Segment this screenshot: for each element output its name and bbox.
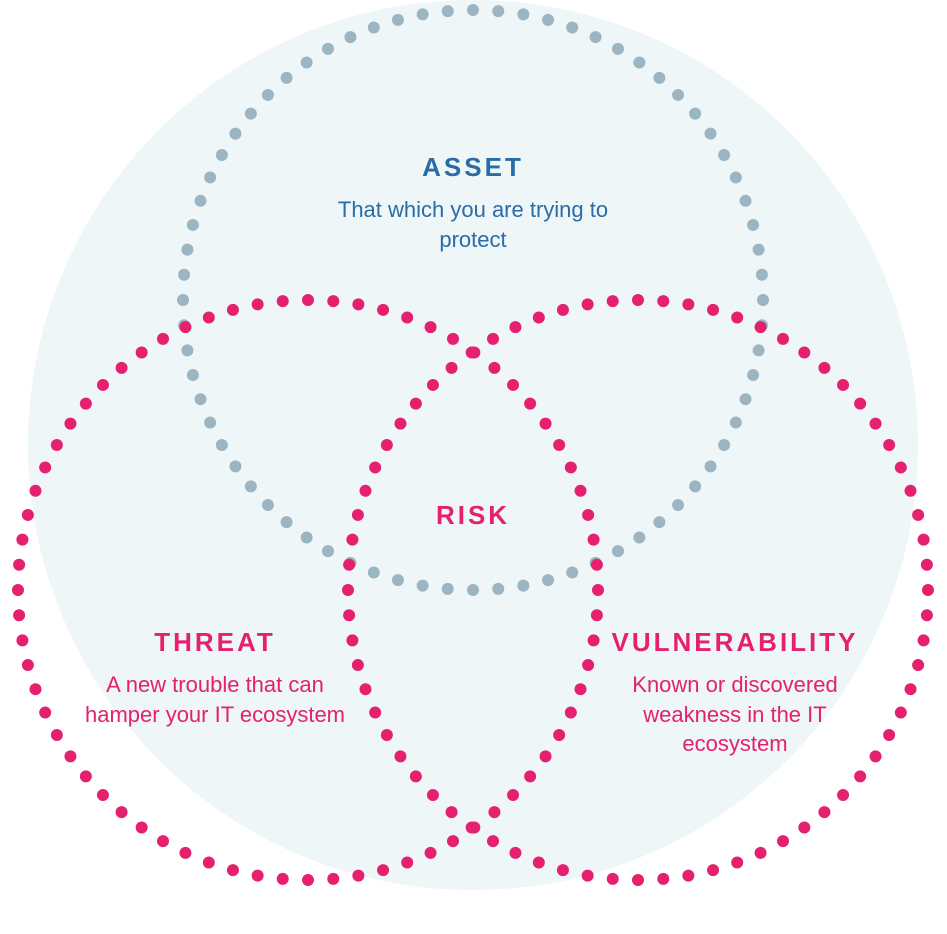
- vulnerability-label-block: VULNERABILITY Known or discovered weakne…: [590, 625, 880, 759]
- asset-desc: That which you are trying to protect: [323, 195, 623, 254]
- threat-desc: A new trouble that can hamper your IT ec…: [70, 670, 360, 729]
- venn-svg: [0, 0, 947, 934]
- threat-title: THREAT: [70, 625, 360, 660]
- venn-diagram-container: ASSET That which you are trying to prote…: [0, 0, 947, 934]
- asset-label-block: ASSET That which you are trying to prote…: [323, 150, 623, 254]
- vulnerability-desc: Known or discovered weakness in the IT e…: [590, 670, 880, 759]
- threat-label-block: THREAT A new trouble that can hamper you…: [70, 625, 360, 729]
- vulnerability-title: VULNERABILITY: [590, 625, 880, 660]
- asset-title: ASSET: [323, 150, 623, 185]
- risk-center-label: RISK: [373, 500, 573, 531]
